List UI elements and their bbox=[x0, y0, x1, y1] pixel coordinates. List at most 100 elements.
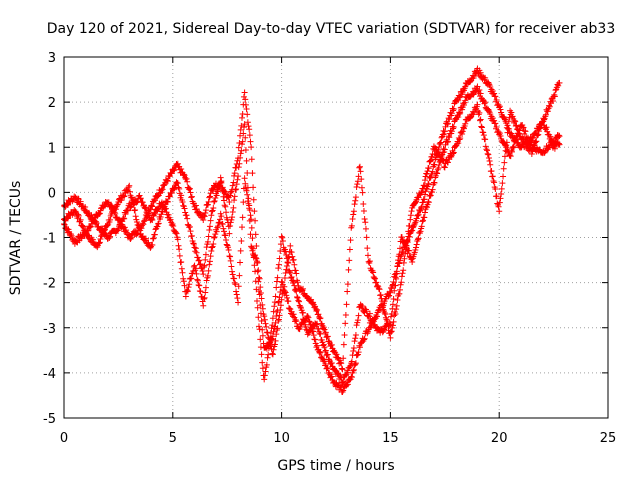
y-tick-label: 1 bbox=[48, 141, 56, 156]
data-point bbox=[314, 306, 321, 313]
data-point bbox=[225, 247, 232, 253]
data-point bbox=[421, 214, 428, 221]
data-point bbox=[252, 278, 259, 285]
data-point bbox=[476, 109, 483, 116]
data-point bbox=[226, 230, 233, 237]
data-point bbox=[520, 124, 527, 131]
data-point bbox=[247, 212, 254, 219]
data-point bbox=[342, 320, 349, 327]
data-point bbox=[398, 234, 405, 241]
data-point bbox=[556, 141, 563, 148]
data-point bbox=[347, 237, 354, 244]
data-point bbox=[244, 170, 251, 177]
data-point bbox=[96, 210, 103, 217]
data-point bbox=[303, 326, 310, 333]
data-point bbox=[217, 174, 224, 181]
data-point bbox=[510, 143, 517, 150]
data-point bbox=[283, 294, 290, 301]
data-point bbox=[237, 247, 244, 254]
y-tick-label: 2 bbox=[48, 96, 56, 111]
data-point bbox=[151, 209, 158, 216]
data-point bbox=[252, 268, 259, 275]
data-point bbox=[211, 234, 218, 241]
data-point bbox=[199, 267, 206, 274]
data-point bbox=[501, 153, 508, 160]
data-point bbox=[233, 186, 240, 193]
data-point bbox=[257, 336, 264, 343]
data-point bbox=[190, 240, 197, 247]
data-point bbox=[142, 235, 149, 242]
data-point bbox=[420, 199, 427, 206]
data-point bbox=[240, 124, 247, 131]
data-point bbox=[197, 210, 204, 217]
data-point bbox=[201, 262, 208, 269]
data-point bbox=[461, 125, 467, 132]
data-point bbox=[279, 279, 286, 286]
data-point bbox=[549, 138, 556, 145]
y-tick-label: 0 bbox=[48, 186, 56, 201]
data-point bbox=[112, 206, 119, 213]
data-point bbox=[398, 279, 405, 286]
data-point bbox=[536, 146, 543, 153]
data-point bbox=[346, 246, 353, 253]
x-tick-label: 0 bbox=[60, 431, 68, 446]
data-point bbox=[136, 192, 143, 199]
data-point bbox=[356, 164, 363, 171]
data-point bbox=[530, 146, 537, 153]
data-point bbox=[397, 245, 403, 252]
data-point bbox=[305, 314, 312, 321]
data-point bbox=[202, 251, 209, 258]
data-point bbox=[493, 96, 500, 103]
data-point bbox=[211, 197, 218, 204]
data-point bbox=[61, 221, 68, 228]
data-point bbox=[188, 193, 195, 200]
data-point bbox=[351, 338, 358, 345]
data-point bbox=[237, 150, 244, 157]
data-point bbox=[248, 144, 255, 151]
data-point bbox=[328, 341, 335, 348]
data-point bbox=[551, 145, 558, 152]
data-point bbox=[504, 122, 511, 129]
data-point bbox=[341, 332, 348, 339]
data-point bbox=[350, 347, 357, 354]
data-point bbox=[275, 316, 282, 323]
data-point bbox=[287, 242, 294, 249]
data-point bbox=[397, 286, 403, 293]
data-point bbox=[338, 365, 345, 372]
data-point bbox=[137, 195, 144, 202]
data-point bbox=[135, 221, 142, 228]
data-point bbox=[369, 317, 376, 324]
data-point bbox=[202, 289, 209, 296]
data-point bbox=[176, 185, 183, 192]
data-point bbox=[238, 122, 245, 129]
data-point bbox=[235, 283, 242, 290]
data-point bbox=[544, 128, 551, 135]
data-point bbox=[290, 311, 297, 318]
data-point bbox=[209, 187, 216, 194]
data-point bbox=[238, 114, 245, 121]
data-point bbox=[344, 288, 351, 295]
data-point bbox=[377, 291, 384, 298]
data-point bbox=[178, 165, 185, 172]
data-point bbox=[388, 328, 395, 335]
data-point bbox=[364, 330, 371, 337]
data-point bbox=[532, 139, 539, 146]
data-point bbox=[127, 204, 134, 211]
data-point bbox=[129, 197, 136, 204]
data-point bbox=[255, 314, 262, 321]
data-point bbox=[438, 134, 445, 141]
data-point bbox=[273, 313, 280, 320]
data-point bbox=[390, 318, 397, 325]
data-point bbox=[484, 147, 491, 154]
data-point bbox=[391, 312, 398, 319]
data-point bbox=[533, 138, 540, 145]
data-point bbox=[480, 132, 487, 139]
data-point bbox=[469, 88, 476, 95]
data-point bbox=[298, 286, 305, 293]
data-point bbox=[167, 216, 174, 223]
data-point bbox=[411, 220, 418, 227]
data-point bbox=[337, 359, 344, 366]
data-point bbox=[219, 186, 226, 193]
data-point bbox=[241, 121, 248, 128]
data-point bbox=[218, 213, 225, 220]
